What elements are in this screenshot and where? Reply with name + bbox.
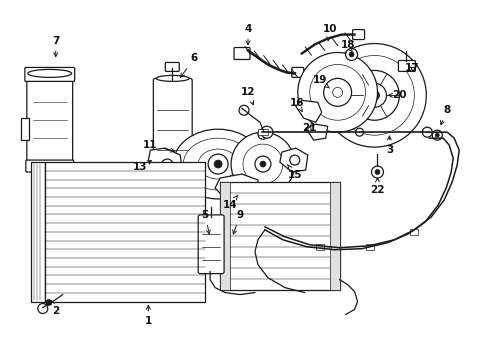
Circle shape: [255, 156, 271, 172]
Text: 18: 18: [341, 40, 355, 52]
Text: 1: 1: [145, 305, 152, 327]
Circle shape: [46, 300, 52, 306]
Circle shape: [261, 126, 273, 138]
FancyBboxPatch shape: [292, 67, 304, 77]
Circle shape: [298, 53, 377, 132]
Ellipse shape: [28, 69, 72, 77]
Text: 10: 10: [322, 24, 337, 41]
Ellipse shape: [156, 75, 189, 81]
Text: 14: 14: [223, 195, 238, 210]
FancyBboxPatch shape: [26, 160, 74, 172]
Circle shape: [230, 187, 240, 197]
Circle shape: [349, 71, 399, 120]
Text: 13: 13: [133, 161, 151, 172]
Circle shape: [432, 130, 442, 140]
Text: 21: 21: [302, 123, 317, 133]
Circle shape: [38, 303, 48, 314]
Bar: [31, 162, 45, 302]
Bar: [258, 129, 268, 135]
FancyBboxPatch shape: [150, 159, 195, 171]
Circle shape: [323, 44, 426, 147]
Circle shape: [185, 140, 195, 150]
Ellipse shape: [198, 149, 238, 179]
Bar: [410, 229, 418, 235]
Circle shape: [161, 159, 173, 171]
FancyBboxPatch shape: [234, 48, 250, 59]
Polygon shape: [148, 148, 182, 180]
Circle shape: [371, 166, 384, 178]
Circle shape: [335, 55, 415, 135]
Text: 8: 8: [441, 105, 451, 125]
Circle shape: [290, 155, 300, 165]
Circle shape: [375, 170, 380, 175]
Circle shape: [369, 90, 379, 100]
FancyBboxPatch shape: [27, 73, 73, 167]
Circle shape: [231, 132, 295, 196]
Circle shape: [243, 144, 283, 184]
Circle shape: [349, 52, 354, 57]
Polygon shape: [296, 100, 322, 122]
Text: 3: 3: [386, 136, 393, 155]
Circle shape: [310, 64, 366, 120]
Text: 4: 4: [245, 24, 252, 45]
Bar: [220, 182, 340, 289]
Circle shape: [345, 49, 358, 60]
Bar: [366, 244, 373, 250]
Text: 7: 7: [52, 36, 59, 57]
FancyBboxPatch shape: [153, 78, 192, 167]
Bar: [45, 162, 205, 302]
Ellipse shape: [183, 138, 253, 190]
Bar: [316, 244, 324, 250]
Text: 15: 15: [288, 165, 302, 180]
Polygon shape: [215, 174, 260, 205]
Text: 2: 2: [51, 301, 59, 316]
FancyBboxPatch shape: [25, 67, 74, 81]
Circle shape: [324, 78, 352, 106]
Text: 6: 6: [180, 54, 198, 77]
Circle shape: [333, 87, 343, 97]
Bar: [21, 118, 29, 140]
Bar: [330, 182, 340, 289]
Text: 19: 19: [313, 75, 329, 88]
Circle shape: [435, 133, 439, 137]
Circle shape: [239, 105, 249, 115]
Text: 11: 11: [143, 140, 174, 152]
FancyBboxPatch shape: [353, 30, 365, 40]
Text: 20: 20: [389, 90, 407, 100]
Bar: [220, 182, 230, 289]
Text: 5: 5: [201, 210, 210, 234]
Ellipse shape: [173, 129, 263, 199]
Circle shape: [363, 84, 387, 107]
Text: 9: 9: [233, 210, 244, 234]
Circle shape: [214, 160, 222, 168]
Circle shape: [260, 161, 266, 167]
Polygon shape: [306, 124, 328, 140]
Text: 22: 22: [370, 178, 385, 195]
FancyBboxPatch shape: [198, 215, 224, 274]
Circle shape: [258, 129, 268, 139]
FancyBboxPatch shape: [398, 60, 416, 71]
FancyBboxPatch shape: [165, 62, 179, 71]
Text: 17: 17: [405, 63, 419, 73]
Text: 12: 12: [241, 87, 255, 105]
Circle shape: [422, 127, 432, 137]
Circle shape: [356, 128, 364, 136]
Circle shape: [208, 154, 228, 174]
Polygon shape: [280, 148, 308, 172]
Text: 16: 16: [290, 98, 304, 112]
